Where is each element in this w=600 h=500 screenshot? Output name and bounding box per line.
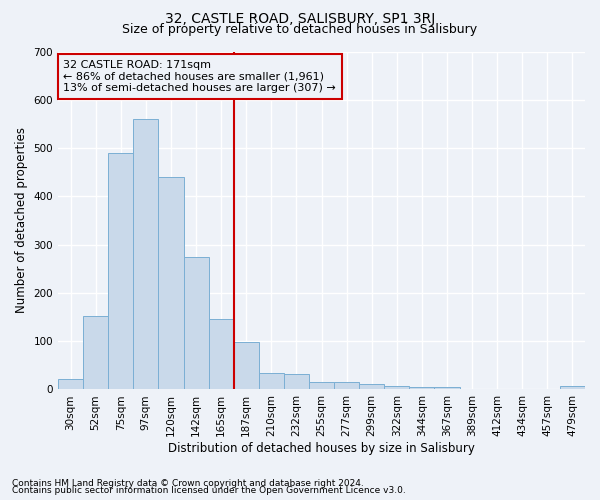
X-axis label: Distribution of detached houses by size in Salisbury: Distribution of detached houses by size … bbox=[168, 442, 475, 455]
Bar bbox=[83, 316, 108, 390]
Bar bbox=[334, 382, 359, 390]
Bar bbox=[434, 387, 460, 390]
Y-axis label: Number of detached properties: Number of detached properties bbox=[15, 128, 28, 314]
Text: Size of property relative to detached houses in Salisbury: Size of property relative to detached ho… bbox=[122, 22, 478, 36]
Bar bbox=[158, 177, 184, 390]
Bar bbox=[409, 387, 434, 390]
Bar bbox=[284, 374, 309, 390]
Bar bbox=[560, 386, 585, 390]
Text: Contains public sector information licensed under the Open Government Licence v3: Contains public sector information licen… bbox=[12, 486, 406, 495]
Text: 32, CASTLE ROAD, SALISBURY, SP1 3RJ: 32, CASTLE ROAD, SALISBURY, SP1 3RJ bbox=[165, 12, 435, 26]
Bar bbox=[259, 372, 284, 390]
Bar bbox=[359, 384, 384, 390]
Bar bbox=[108, 153, 133, 390]
Bar bbox=[58, 379, 83, 390]
Bar bbox=[184, 256, 209, 390]
Bar bbox=[233, 342, 259, 390]
Bar bbox=[384, 386, 409, 390]
Text: 32 CASTLE ROAD: 171sqm
← 86% of detached houses are smaller (1,961)
13% of semi-: 32 CASTLE ROAD: 171sqm ← 86% of detached… bbox=[64, 60, 336, 93]
Bar bbox=[209, 320, 233, 390]
Text: Contains HM Land Registry data © Crown copyright and database right 2024.: Contains HM Land Registry data © Crown c… bbox=[12, 478, 364, 488]
Bar bbox=[309, 382, 334, 390]
Bar bbox=[133, 119, 158, 390]
